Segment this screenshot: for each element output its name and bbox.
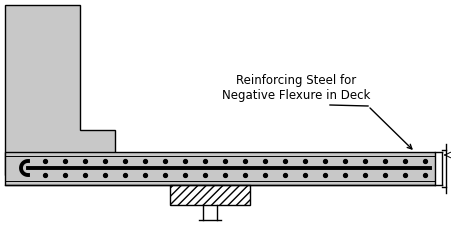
- Text: Reinforcing Steel for
Negative Flexure in Deck: Reinforcing Steel for Negative Flexure i…: [222, 74, 370, 102]
- Bar: [170, 185, 250, 205]
- Polygon shape: [5, 5, 115, 175]
- Bar: [5, 152, 435, 185]
